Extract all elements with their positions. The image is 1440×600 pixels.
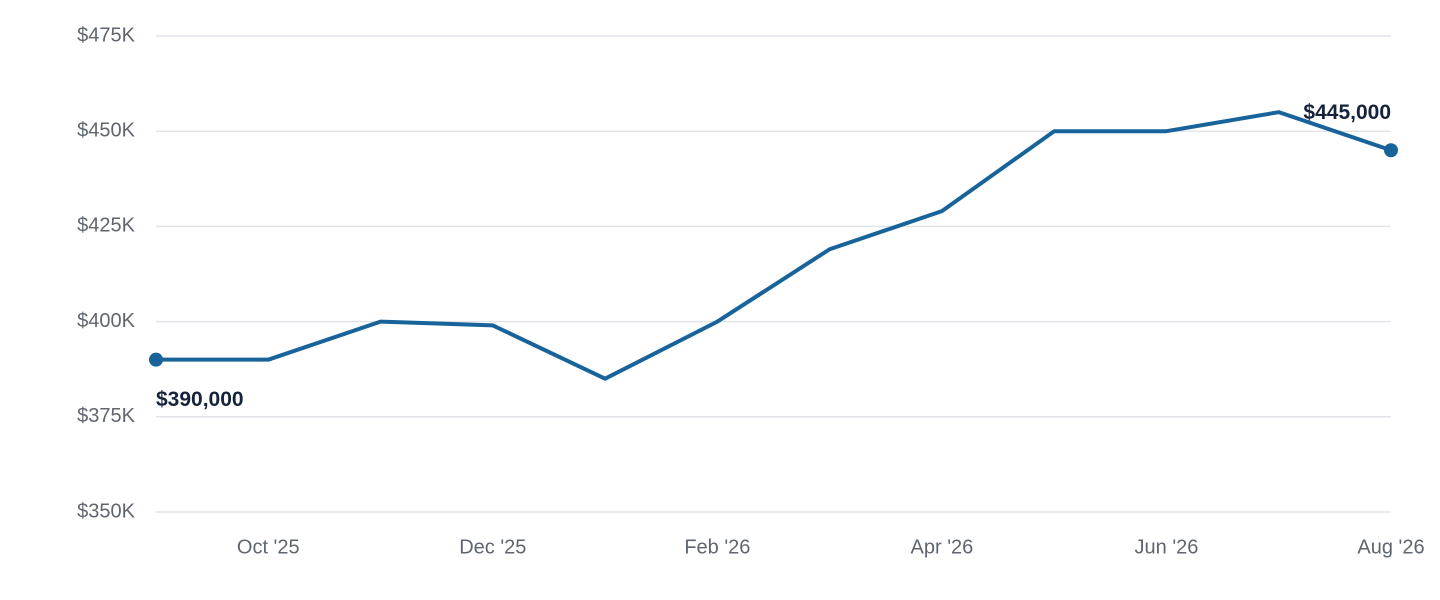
y-tick-label: $375K — [77, 405, 135, 427]
y-tick-label: $350K — [77, 500, 135, 522]
x-tick-label: Aug '26 — [1357, 536, 1424, 558]
price-line — [156, 110, 1392, 381]
x-tick-label: Oct '25 — [237, 536, 300, 558]
value-label: $390,000 — [156, 388, 244, 411]
x-tick-label: Apr '26 — [911, 536, 974, 558]
x-tick-label: Jun '26 — [1135, 536, 1199, 558]
x-tick-label: Feb '26 — [684, 536, 750, 558]
y-tick-label: $400K — [77, 310, 135, 332]
y-tick-label: $475K — [77, 24, 135, 46]
y-tick-label: $425K — [77, 215, 135, 237]
y-tick-label: $450K — [77, 119, 135, 141]
end-point — [149, 352, 163, 367]
end-point — [1384, 143, 1398, 158]
value-label: $445,000 — [1303, 101, 1391, 124]
x-tick-label: Dec '25 — [459, 536, 526, 558]
